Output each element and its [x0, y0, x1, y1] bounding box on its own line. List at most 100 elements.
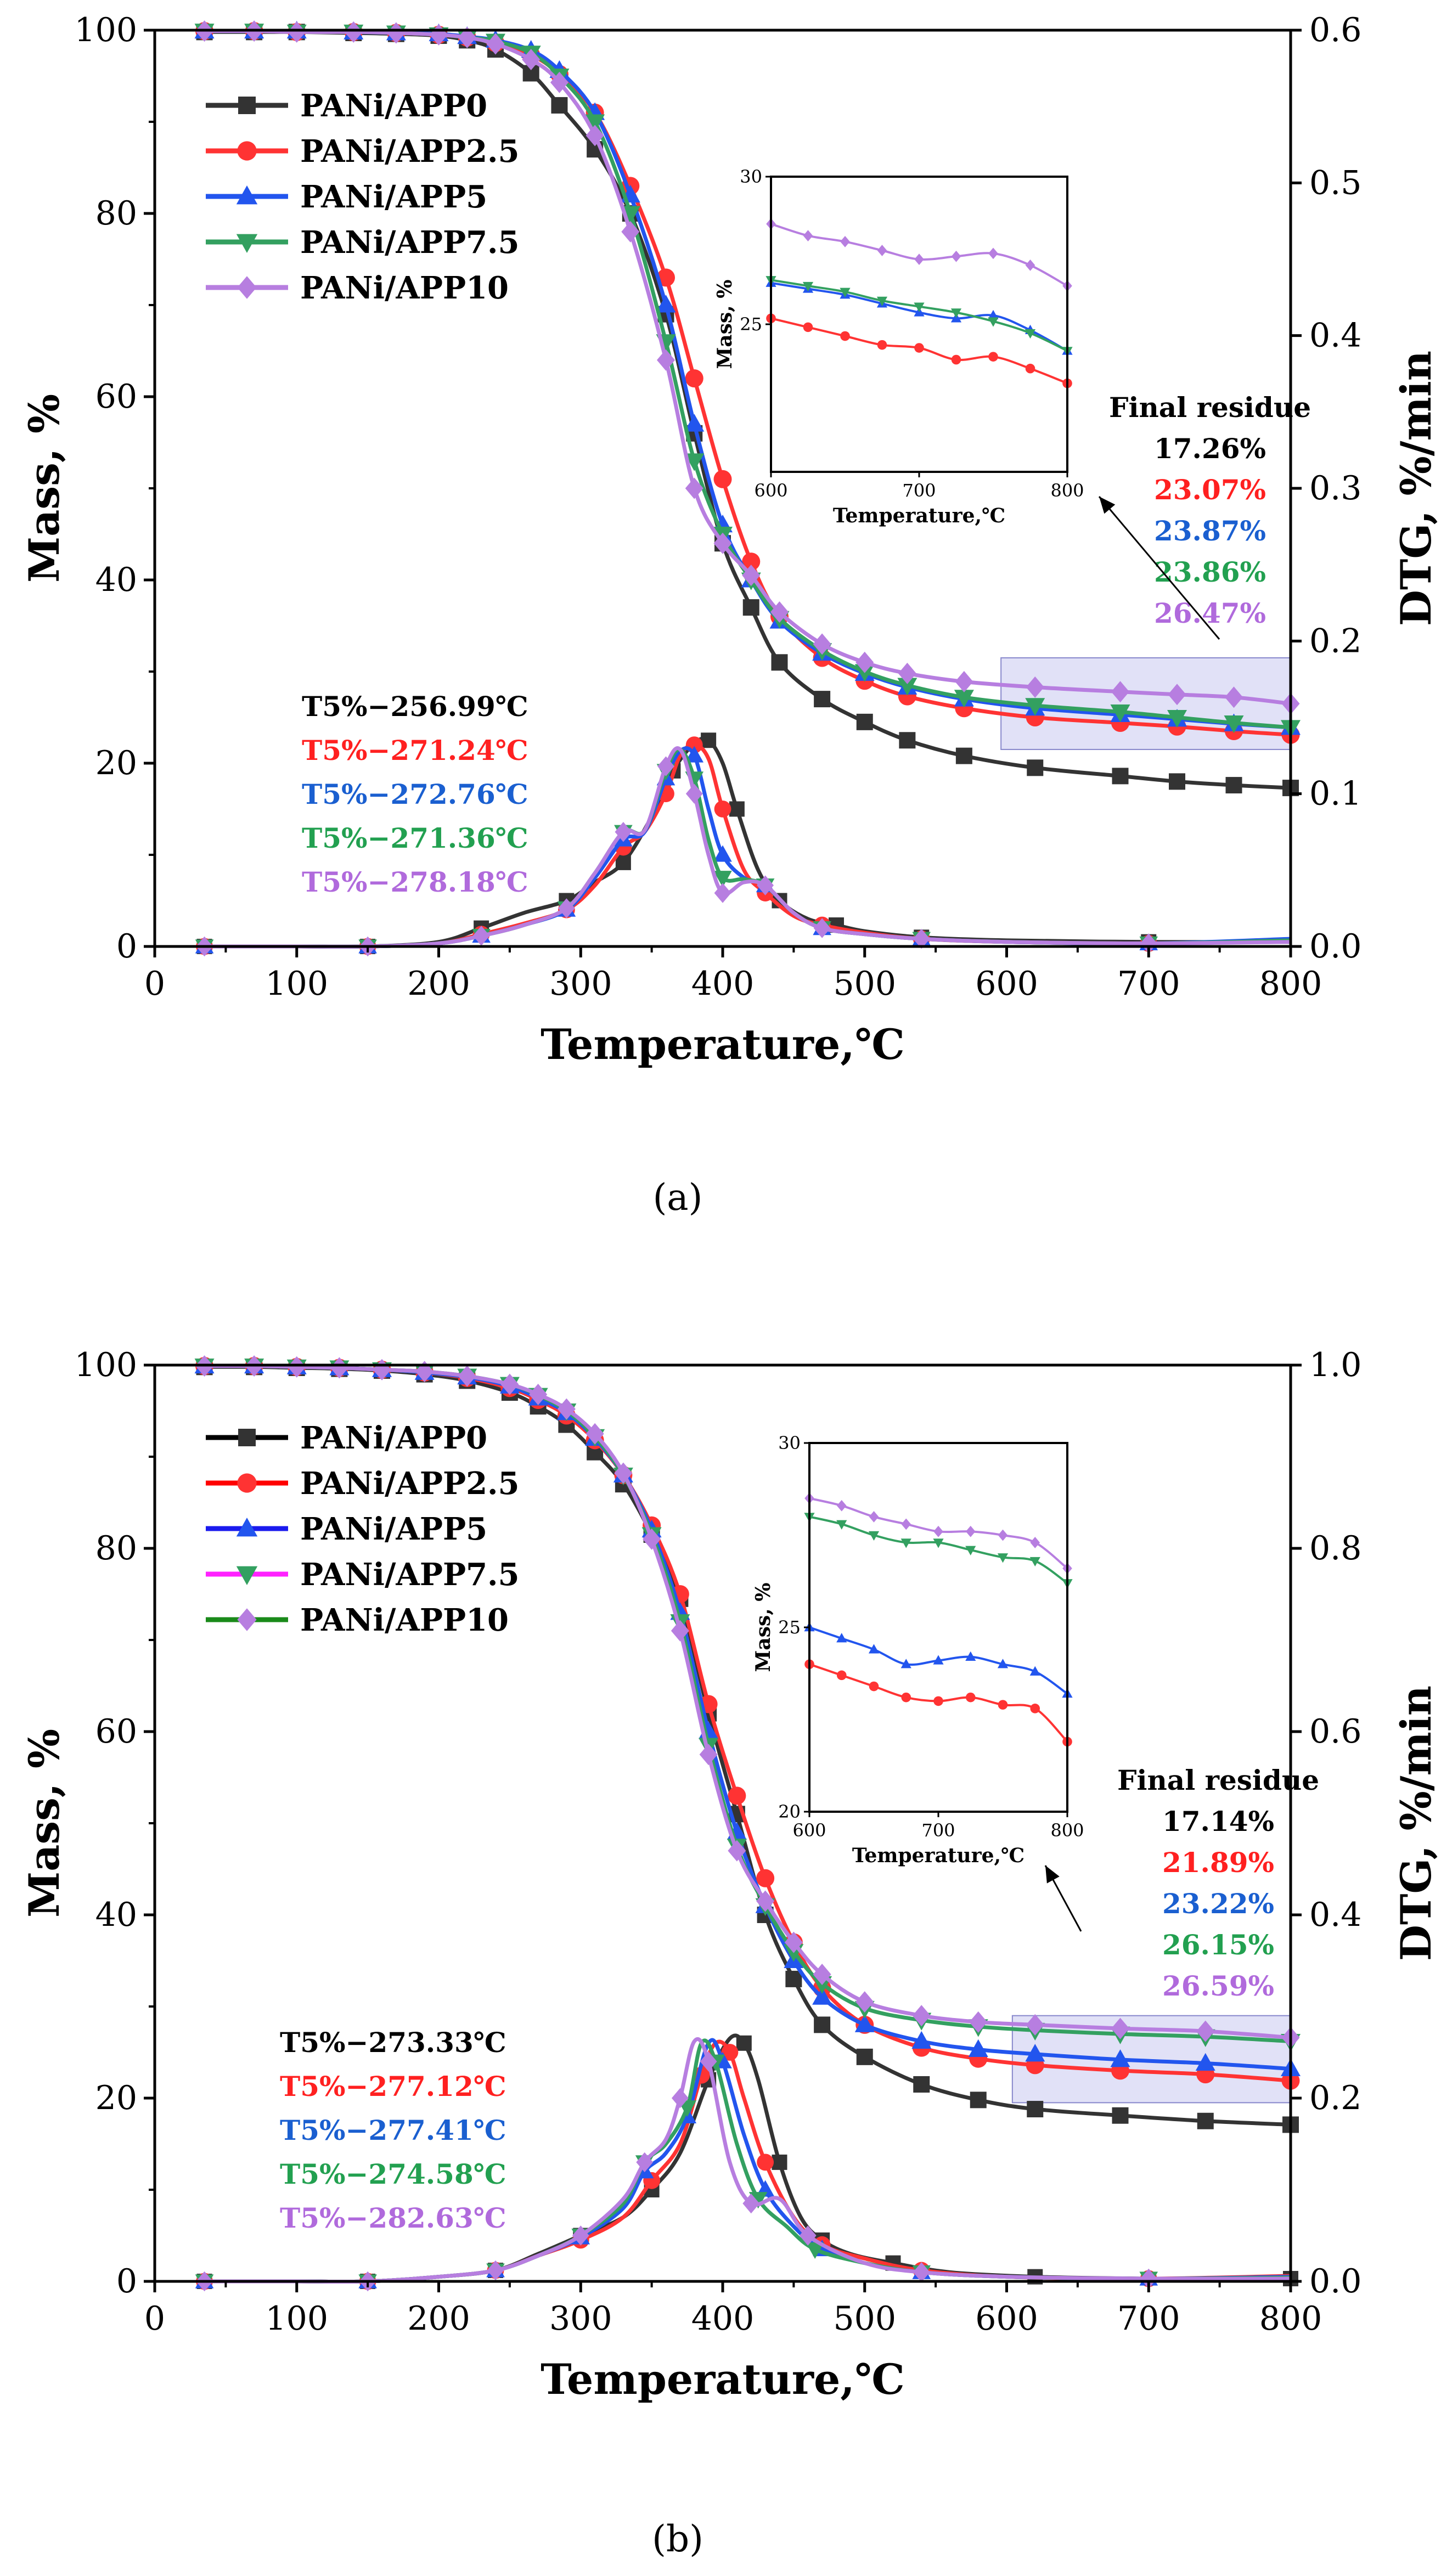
- legend-marker: [238, 97, 256, 114]
- mass-point: [785, 1970, 802, 1987]
- t5-label: T5%−272.76℃: [302, 778, 528, 810]
- dtg-point: [713, 871, 732, 888]
- mass-point: [458, 1365, 476, 1387]
- mass-point: [685, 477, 703, 499]
- y-tick-label: 40: [95, 1896, 137, 1934]
- final-residue-value: 23.86%: [1154, 556, 1266, 588]
- x-tick-label: 300: [549, 2299, 612, 2338]
- dtg-point: [806, 2242, 824, 2259]
- mass-point: [897, 678, 917, 696]
- dtg-point: [685, 783, 703, 804]
- mass-point: [784, 1931, 803, 1953]
- x-tick-label: 0: [144, 965, 165, 1003]
- mass-point: [713, 470, 732, 488]
- mass-point: [855, 1991, 874, 2013]
- legend-label: PANi/APP0: [300, 1420, 487, 1456]
- inset-y-title: Mass, %: [713, 280, 736, 369]
- inset-point: [951, 250, 961, 262]
- mass-point: [856, 713, 873, 730]
- panel-a-chart: 0 100 200 300 400 500 600 700 800 0 20 40 60 80 100 0.0…: [20, 11, 1440, 1069]
- panel-b-chart: 0 100 200 300 400 500 600 700 800 0 20 40 60 80 100 0.0…: [20, 1346, 1440, 2404]
- panel-b-label: (b): [652, 2518, 703, 2560]
- mass-point: [728, 1786, 746, 1805]
- arrow-head: [1099, 497, 1116, 514]
- mass-point: [742, 599, 759, 616]
- mass-point: [614, 1462, 633, 1484]
- dtg-line-pani-app10: [204, 2037, 1291, 2284]
- mass-point: [1224, 715, 1244, 734]
- mass-point: [458, 26, 476, 48]
- mass-point: [856, 2048, 873, 2065]
- mass-point: [330, 1357, 348, 1379]
- legend-label: PANi/APP0: [300, 88, 487, 124]
- x-axis-title: Temperature,℃: [541, 2355, 905, 2404]
- inset-point: [950, 308, 962, 318]
- inset-point: [933, 1538, 944, 1548]
- mass-point: [522, 48, 541, 70]
- inset-x-tick-label: 800: [1050, 1820, 1084, 1841]
- y2-tick-label: 0.4: [1309, 1896, 1361, 1934]
- final-residue-value: 23.07%: [1154, 474, 1266, 506]
- y2-tick-label: 0.3: [1309, 469, 1361, 508]
- x-tick-label: 500: [833, 2299, 896, 2338]
- inset-point: [997, 1553, 1009, 1563]
- x-tick-label: 100: [265, 965, 328, 1003]
- inset-point: [1030, 1704, 1040, 1713]
- inset-point: [836, 1500, 847, 1512]
- inset-x-title: Temperature,℃: [852, 1844, 1025, 1867]
- inset-point: [869, 1511, 879, 1523]
- mass-point: [1027, 759, 1044, 776]
- inset-point: [965, 1546, 976, 1555]
- legend-marker: [236, 185, 258, 205]
- inset-point: [901, 1518, 911, 1530]
- inset-y-title: Mass, %: [752, 1583, 775, 1672]
- inset-point: [901, 1692, 911, 1703]
- mass-point: [551, 97, 568, 114]
- dtg-point: [748, 2192, 768, 2209]
- dtg-point: [736, 2035, 752, 2051]
- mass-point: [684, 453, 705, 471]
- y2-tick-label: 0.2: [1309, 2079, 1361, 2117]
- t5-label: T5%−273.33℃: [280, 2026, 506, 2059]
- inset-y-tick-label: 25: [778, 1617, 801, 1638]
- mass-point: [913, 2076, 930, 2093]
- mass-point: [742, 553, 761, 571]
- y2-tick-label: 0.0: [1309, 2262, 1361, 2301]
- dtg-line-pani-app10: [204, 746, 1291, 949]
- mass-line-pani-app10: [204, 1364, 1291, 2040]
- legend-label: PANi/APP7.5: [300, 224, 520, 261]
- final-residue-value: 26.47%: [1154, 597, 1266, 629]
- dtg-point: [757, 2154, 774, 2171]
- mass-point: [1025, 698, 1045, 716]
- mass-point: [486, 33, 505, 55]
- mass-point: [854, 2014, 875, 2032]
- inset-point: [840, 331, 850, 341]
- inset-x-tick-label: 600: [754, 480, 787, 501]
- inset-point: [840, 288, 851, 297]
- mass-point: [550, 71, 568, 93]
- mass-point: [954, 690, 974, 708]
- mass-point: [1225, 777, 1242, 794]
- x-tick-label: 700: [1117, 2299, 1180, 2338]
- mass-point: [288, 21, 306, 43]
- mass-point: [814, 691, 831, 708]
- y2-tick-label: 0.6: [1309, 11, 1361, 49]
- inset-point: [869, 1681, 879, 1692]
- dtg-point: [713, 845, 732, 862]
- inset-point: [840, 235, 850, 247]
- inset-point: [933, 1696, 943, 1706]
- mass-point: [1111, 681, 1129, 703]
- t5-label: T5%−277.41℃: [280, 2114, 506, 2146]
- final-residue-title: Final residue: [1117, 1764, 1319, 1796]
- x-tick-label: 700: [1117, 965, 1180, 1003]
- y2-tick-label: 0.4: [1309, 317, 1361, 355]
- mass-point: [1027, 2101, 1044, 2118]
- mass-point: [771, 654, 788, 671]
- mass-point: [756, 1869, 775, 1887]
- mass-point: [643, 1528, 661, 1550]
- y-tick-label: 40: [95, 561, 137, 599]
- mass-point: [1196, 2020, 1215, 2042]
- y2-axis-title: DTG, %/min: [1392, 351, 1440, 626]
- t5-label: T5%−277.12℃: [280, 2070, 506, 2102]
- t5-label: T5%−256.99℃: [302, 690, 528, 723]
